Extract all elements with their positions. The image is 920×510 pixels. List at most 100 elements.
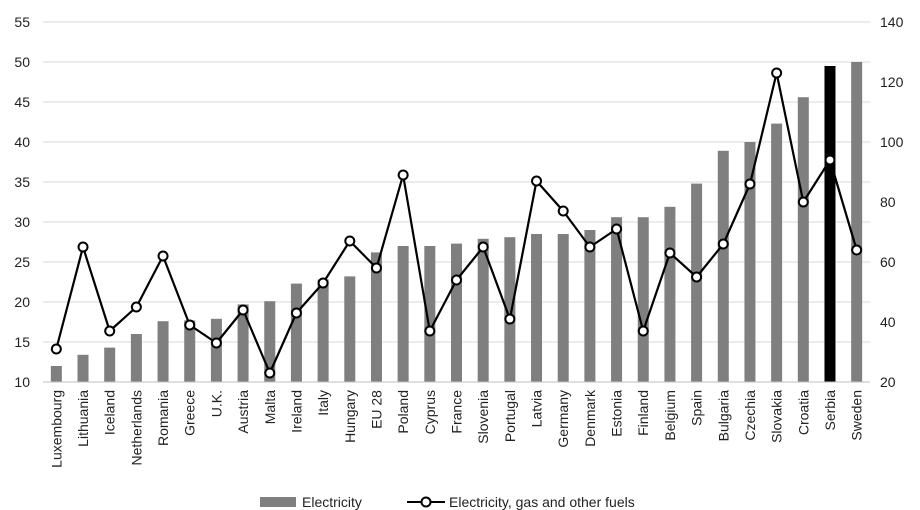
category-label: Finland [635, 390, 651, 436]
bar [237, 304, 249, 382]
line-point [264, 367, 276, 379]
bar [344, 276, 356, 382]
line-point [771, 67, 783, 79]
line-point [504, 313, 516, 325]
category-label: Croatia [795, 390, 811, 435]
bar [50, 366, 62, 382]
line-point [344, 235, 356, 247]
category-label: EU 28 [368, 390, 384, 429]
line-point [797, 196, 809, 208]
bar [397, 246, 409, 382]
category-label: Austria [235, 390, 251, 434]
left-tick-label: 50 [14, 54, 30, 70]
right-tick-label: 40 [880, 314, 896, 330]
bar [771, 123, 783, 382]
right-tick-label: 60 [880, 254, 896, 270]
category-label: Poland [395, 390, 411, 434]
right-tick-label: 20 [880, 374, 896, 390]
right-axis-ticks: 20 40 60 80 100 120 140 [880, 14, 904, 390]
category-label: Estonia [609, 390, 625, 437]
bar [637, 217, 649, 382]
bar [611, 217, 623, 382]
left-tick-label: 30 [14, 214, 30, 230]
right-tick-label: 100 [880, 134, 904, 150]
category-label: Romania [155, 390, 171, 446]
line-point [477, 241, 489, 253]
right-tick-label: 140 [880, 14, 904, 30]
left-tick-label: 45 [14, 94, 30, 110]
bar [744, 142, 756, 382]
category-label: Ireland [288, 390, 304, 433]
line-point [531, 175, 543, 187]
left-tick-label: 35 [14, 174, 30, 190]
category-label: Serbia [822, 390, 838, 431]
line-point [104, 325, 116, 337]
bar [317, 279, 329, 382]
bar [477, 238, 489, 382]
bar [290, 283, 302, 382]
bar [77, 354, 89, 382]
bar [504, 237, 516, 382]
category-label: Slovakia [769, 390, 785, 443]
bar [717, 150, 729, 382]
line-point [184, 319, 196, 331]
legend-line-marker [420, 496, 432, 508]
legend-line-label: Electricity, gas and other fuels [449, 494, 635, 510]
category-label: Czechia [742, 390, 758, 441]
bar [157, 321, 169, 382]
category-label: Lithuania [75, 390, 91, 447]
category-label: Cyprus [422, 390, 438, 434]
bar [424, 246, 436, 382]
bar [584, 230, 596, 382]
category-label: Belgium [662, 390, 678, 441]
bar-series-electricity [50, 62, 863, 382]
bar [824, 66, 836, 382]
line-series-electricity-gas-fuels [50, 67, 863, 379]
legend: Electricity Electricity, gas and other f… [260, 494, 635, 510]
bar [664, 206, 676, 382]
category-label: Spain [689, 390, 705, 426]
category-label: Malta [262, 390, 278, 424]
bar [370, 252, 382, 382]
left-tick-label: 40 [14, 134, 30, 150]
line-point [611, 223, 623, 235]
line-point [317, 277, 329, 289]
bar [797, 97, 809, 382]
line-point [370, 262, 382, 274]
category-label: Sweden [849, 390, 865, 441]
category-label: Hungary [342, 390, 358, 443]
category-label: Iceland [102, 390, 118, 435]
category-label: Bulgaria [715, 390, 731, 442]
bar [130, 334, 142, 382]
left-tick-label: 10 [14, 374, 30, 390]
category-label: Germany [555, 390, 571, 448]
bar [557, 234, 569, 382]
line-point [557, 205, 569, 217]
category-label: Italy [315, 390, 331, 416]
line-point [237, 304, 249, 316]
category-label: U.K. [208, 390, 224, 417]
line-point [130, 301, 142, 313]
line-point [210, 337, 222, 349]
line-point [77, 241, 89, 253]
line-point [824, 154, 836, 166]
left-axis-ticks: 10 15 20 25 30 35 40 45 50 55 [14, 14, 30, 390]
legend-bar-label: Electricity [302, 494, 362, 510]
line-point [691, 271, 703, 283]
bar [210, 318, 222, 382]
bar [451, 243, 462, 382]
bar [264, 301, 276, 382]
line-point [290, 307, 302, 319]
line-point [851, 244, 863, 256]
left-tick-label: 25 [14, 254, 30, 270]
category-label: Latvia [529, 390, 545, 428]
line-point [424, 325, 436, 337]
category-label: Denmark [582, 389, 598, 447]
right-tick-label: 80 [880, 194, 896, 210]
category-label: Slovenia [475, 390, 491, 444]
line-point [637, 325, 649, 337]
left-tick-label: 15 [14, 334, 30, 350]
bar [531, 234, 543, 382]
line-point [664, 247, 676, 259]
